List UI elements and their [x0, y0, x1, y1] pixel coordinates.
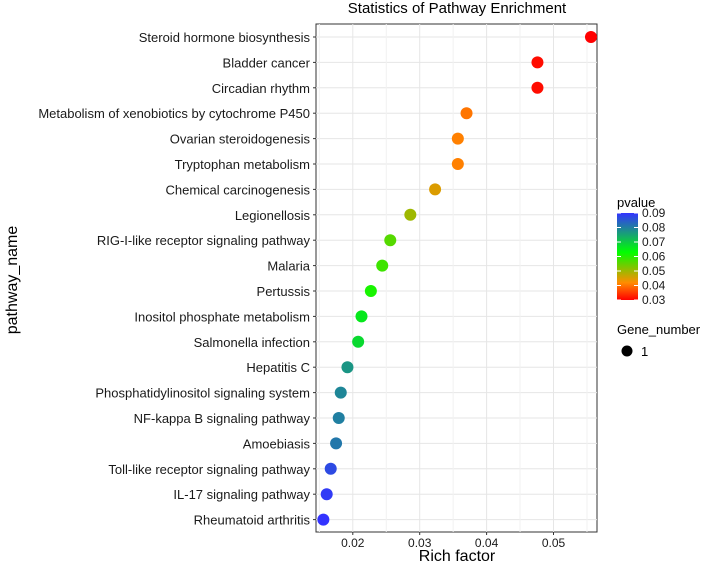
- gene-number-legend-title: Gene_number: [617, 322, 701, 337]
- data-point: [429, 183, 442, 196]
- data-point: [332, 412, 345, 424]
- colorbar-tick-label: 0.04: [642, 279, 666, 293]
- data-point: [451, 158, 464, 170]
- pvalue-legend: pvalue 0.090.080.070.060.050.040.03: [617, 195, 666, 307]
- data-point: [460, 107, 473, 120]
- y-tick-label: Metabolism of xenobiotics by cytochrome …: [38, 106, 310, 121]
- y-tick-label: Steroid hormone biosynthesis: [139, 30, 311, 45]
- data-point: [317, 513, 330, 526]
- y-tick-label: RIG-I-like receptor signaling pathway: [97, 233, 311, 248]
- colorbar-tick-label: 0.06: [642, 250, 666, 264]
- y-tick-label: Salmonella infection: [194, 335, 310, 350]
- x-axis-title: Rich factor: [419, 548, 496, 565]
- y-tick-label: NF-kappa B signaling pathway: [134, 411, 311, 426]
- y-tick-labels: Steroid hormone biosynthesis Bladder canc…: [38, 30, 316, 528]
- y-tick-label: Ovarian steroidogenesis: [170, 132, 311, 147]
- colorbar-tick-label: 0.07: [642, 235, 666, 249]
- gene-number-legend-label: 1: [641, 344, 648, 359]
- y-tick-label: Legionellosis: [235, 208, 311, 223]
- y-tick-label: Inositol phosphate metabolism: [134, 309, 310, 324]
- y-tick-label: IL-17 signaling pathway: [173, 487, 310, 502]
- plot-panel: [315, 23, 598, 533]
- colorbar-tick-label: 0.05: [642, 264, 666, 278]
- data-point: [334, 386, 347, 399]
- y-tick-label: Bladder cancer: [223, 55, 311, 70]
- y-tick-label: Toll-like receptor signaling pathway: [108, 462, 310, 477]
- data-point: [404, 208, 417, 221]
- x-tick-label: 0.03: [408, 536, 432, 550]
- colorbar-tick-label: 0.03: [642, 293, 666, 307]
- data-point: [384, 234, 397, 247]
- data-point: [324, 462, 337, 475]
- data-point: [364, 285, 377, 297]
- y-tick-label: Rheumatoid arthritis: [194, 513, 311, 528]
- data-points: [317, 31, 597, 526]
- chart-title: Statistics of Pathway Enrichment: [348, 0, 567, 17]
- y-axis-title: pathway_name: [4, 226, 21, 335]
- data-point: [341, 361, 354, 374]
- data-point: [355, 310, 368, 323]
- data-point: [352, 335, 365, 348]
- data-point: [320, 488, 333, 501]
- colorbar-tick-label: 0.08: [642, 221, 666, 235]
- colorbar-tick-label: 0.09: [642, 206, 666, 220]
- pvalue-colorbar: [617, 213, 638, 300]
- gene-number-legend: Gene_number 1: [617, 322, 701, 359]
- y-tick-label: Hepatitis C: [246, 360, 310, 375]
- data-point: [584, 31, 597, 43]
- x-tick-label: 0.02: [341, 536, 365, 550]
- pvalue-legend-title: pvalue: [617, 195, 655, 210]
- data-point: [531, 56, 544, 69]
- data-point: [376, 259, 389, 272]
- x-tick-labels: 0.02 0.03 0.04 0.05: [341, 532, 566, 550]
- y-tick-label: Phosphatidylinositol signaling system: [95, 386, 310, 401]
- data-point: [330, 437, 343, 450]
- y-tick-label: Malaria: [267, 259, 310, 274]
- y-tick-label: Amoebiasis: [243, 436, 311, 451]
- y-tick-label: Chemical carcinogenesis: [165, 182, 310, 197]
- y-tick-label: Circadian rhythm: [212, 81, 310, 96]
- y-tick-label: Pertussis: [257, 284, 311, 299]
- y-tick-label: Tryptophan metabolism: [175, 157, 310, 172]
- data-point: [451, 132, 464, 145]
- data-point: [531, 81, 544, 94]
- x-tick-label: 0.05: [542, 536, 566, 550]
- x-tick-label: 0.04: [475, 536, 499, 550]
- colorbar-ticks: 0.090.080.070.060.050.040.03: [617, 206, 666, 307]
- gene-number-legend-dot: [621, 345, 633, 357]
